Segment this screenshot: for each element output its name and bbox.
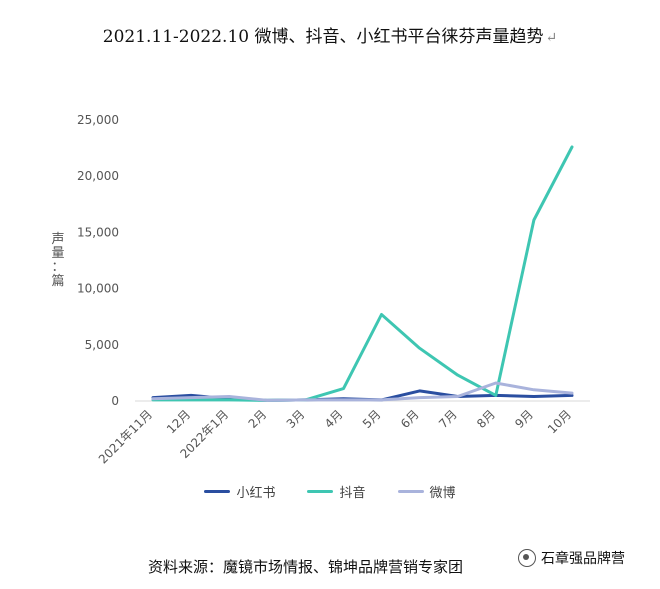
y-axis-title-char: 声 <box>51 232 64 247</box>
source-note: 资料来源：魔镜市场情报、锦坤品牌营销专家团 <box>148 558 464 576</box>
y-tick-label: 0 <box>111 394 119 408</box>
x-tick-label: 10月 <box>545 407 574 436</box>
wechat-icon <box>518 549 536 567</box>
legend-swatch-douyin <box>307 490 334 493</box>
x-tick-label: 3月 <box>284 407 308 431</box>
x-tick-label: 5月 <box>360 407 384 431</box>
y-tick-label: 15,000 <box>77 225 119 239</box>
y-tick-label: 25,000 <box>77 113 119 127</box>
series-line-weibo <box>151 381 574 402</box>
y-axis-tick-labels: 0 5,000 10,000 15,000 20,000 25,000 <box>77 113 119 408</box>
legend-swatch-xiaohongshu <box>204 490 231 493</box>
y-axis-title-char: 量 <box>51 246 64 261</box>
x-tick-label: 4月 <box>322 407 346 431</box>
x-tick-label: 12月 <box>164 407 193 436</box>
legend-label-weibo: 微博 <box>429 486 456 501</box>
legend-item-weibo[interactable]: 微博 <box>397 482 456 501</box>
watermark: 石章强品牌营 <box>518 548 625 568</box>
y-tick-label: 10,000 <box>77 282 119 296</box>
y-axis-title-char: 篇 <box>51 274 64 289</box>
chart-legend: 小红书 抖音 微博 <box>0 482 660 501</box>
legend-label-xiaohongshu: 小红书 <box>236 486 276 501</box>
x-tick-label: 8月 <box>474 407 498 431</box>
y-tick-label: 20,000 <box>77 169 119 183</box>
y-tick-label: 5,000 <box>85 338 119 352</box>
chart-title-text: 2021.11-2022.10 微博、抖音、小红书平台徕芬声量趋势 <box>102 27 544 47</box>
watermark-text: 石章强品牌营 <box>541 551 625 567</box>
legend-swatch-weibo <box>397 490 424 493</box>
series-line-douyin <box>151 145 574 402</box>
y-axis-title: 声量：篇 <box>51 232 64 289</box>
x-tick-label: 7月 <box>436 407 460 431</box>
y-axis-title-char: ： <box>51 260 64 275</box>
line-chart: 0 5,000 10,000 15,000 20,000 25,000 声量：篇 2021… <box>51 113 590 466</box>
chart-title: 2021.11-2022.10 微博、抖音、小红书平台徕芬声量趋势 ↵ <box>0 22 660 47</box>
legend-label-douyin: 抖音 <box>339 486 366 501</box>
legend-item-xiaohongshu[interactable]: 小红书 <box>204 482 275 501</box>
legend-item-douyin[interactable]: 抖音 <box>307 482 366 501</box>
x-tick-label: 6月 <box>398 407 422 431</box>
x-tick-label: 9月 <box>512 407 536 431</box>
x-tick-label: 2021年11月 <box>96 407 155 466</box>
series-lines <box>151 145 574 402</box>
x-tick-label: 2月 <box>246 407 270 431</box>
return-mark: ↵ <box>545 30 558 46</box>
